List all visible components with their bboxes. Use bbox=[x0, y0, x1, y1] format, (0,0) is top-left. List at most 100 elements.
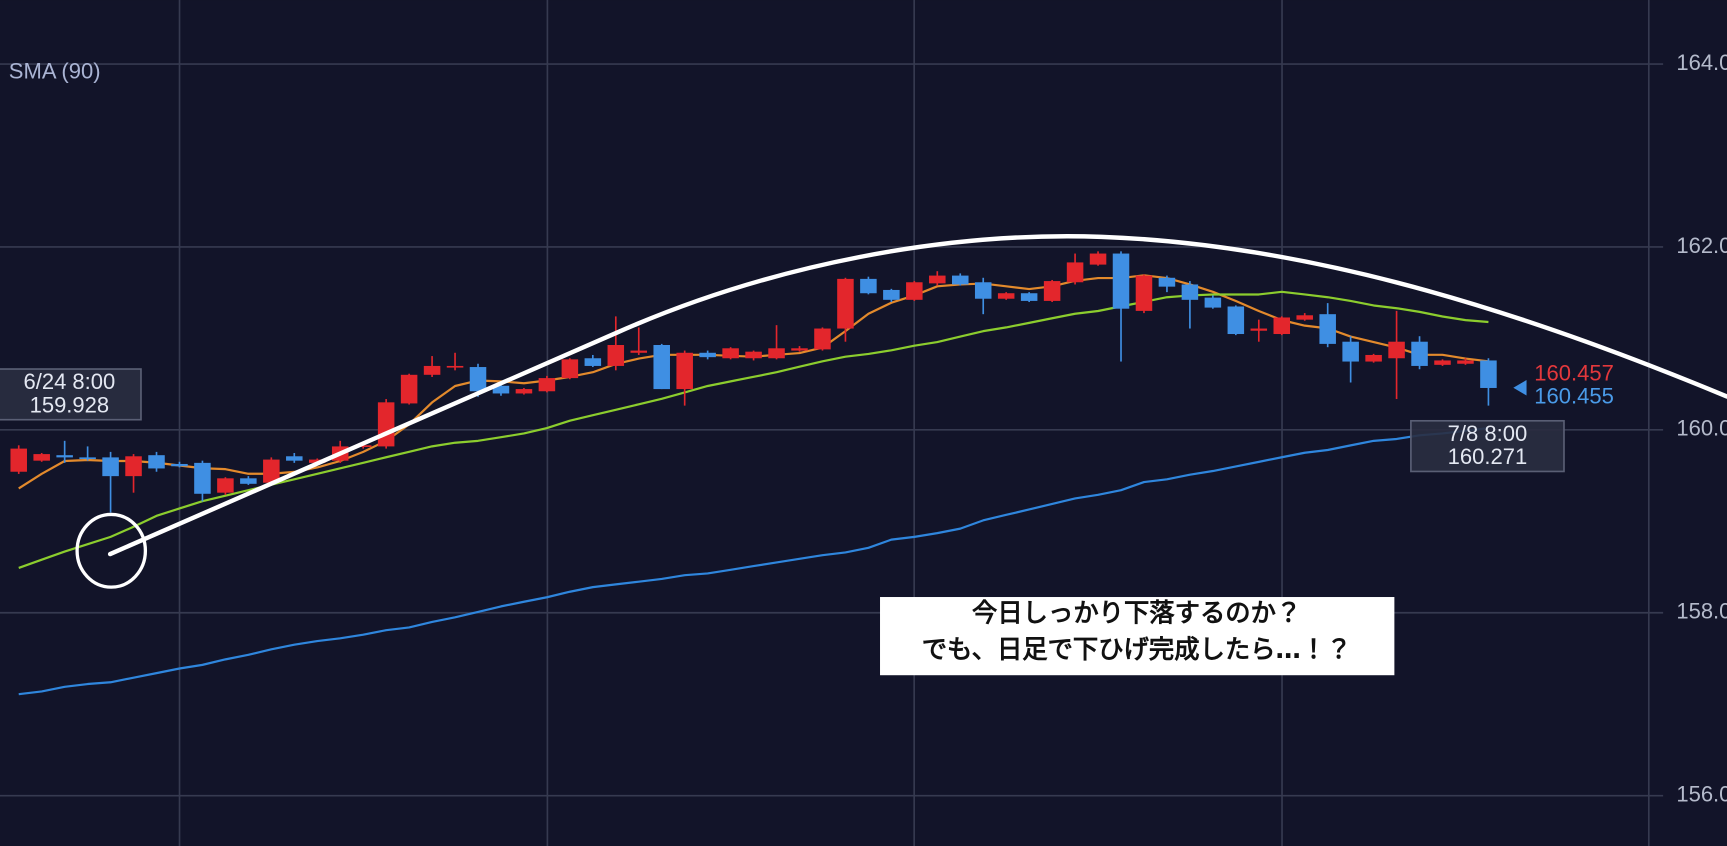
candle bbox=[997, 292, 1015, 300]
candle bbox=[286, 452, 303, 463]
candle bbox=[56, 440, 73, 463]
candle bbox=[768, 325, 785, 360]
candle-body bbox=[492, 385, 510, 394]
candle bbox=[929, 271, 946, 286]
candle bbox=[515, 387, 533, 395]
candle-body bbox=[240, 478, 257, 484]
candle-body bbox=[1480, 360, 1497, 388]
y-tick-label: 160.0 bbox=[1676, 416, 1727, 441]
candle-body bbox=[1112, 253, 1130, 309]
candle bbox=[745, 350, 762, 361]
candle-body bbox=[125, 456, 142, 477]
candle-body bbox=[997, 293, 1015, 299]
candle-body bbox=[1043, 281, 1061, 301]
candle-body bbox=[102, 457, 119, 477]
candle-body bbox=[1388, 341, 1405, 359]
candle bbox=[1066, 253, 1084, 285]
candle bbox=[1181, 281, 1199, 329]
candle-body bbox=[929, 275, 946, 284]
candle bbox=[1480, 358, 1497, 406]
candle bbox=[1043, 279, 1061, 303]
y-tick-label: 158.0 bbox=[1676, 599, 1727, 624]
candle-body bbox=[217, 478, 234, 493]
candle bbox=[837, 277, 854, 342]
candle-body bbox=[377, 402, 395, 447]
candle-body bbox=[1020, 293, 1038, 301]
candle-body bbox=[171, 463, 188, 467]
candle-body bbox=[1273, 317, 1291, 335]
candle-body bbox=[1066, 262, 1084, 283]
candle-body bbox=[1296, 315, 1313, 320]
candle bbox=[607, 316, 625, 371]
candle bbox=[1273, 316, 1291, 336]
candle-body bbox=[1457, 360, 1474, 364]
candle bbox=[263, 457, 280, 484]
candle bbox=[1319, 303, 1336, 348]
candle-body bbox=[699, 352, 716, 358]
candle bbox=[194, 460, 211, 502]
candle bbox=[883, 288, 900, 303]
candle-body bbox=[286, 456, 303, 461]
candle bbox=[1020, 292, 1038, 303]
candle bbox=[171, 461, 188, 468]
candle bbox=[33, 452, 50, 462]
candle-body bbox=[814, 328, 831, 350]
candle bbox=[584, 354, 602, 368]
callout-box bbox=[880, 597, 1395, 676]
candle bbox=[102, 451, 119, 513]
candle bbox=[630, 327, 648, 355]
candle bbox=[492, 384, 510, 396]
candle bbox=[1135, 274, 1153, 314]
candle-body bbox=[56, 455, 73, 458]
candle-body bbox=[1181, 284, 1199, 300]
candle-body bbox=[745, 351, 762, 359]
crosshair-value: 159.928 bbox=[30, 392, 110, 417]
candle bbox=[676, 350, 693, 406]
candle-body bbox=[1342, 341, 1359, 362]
drawing-layer bbox=[75, 234, 1727, 589]
candle-body bbox=[906, 282, 923, 300]
candle-body bbox=[1158, 277, 1176, 287]
candle-body bbox=[515, 389, 533, 394]
candle-body bbox=[1319, 314, 1336, 344]
candle bbox=[446, 352, 464, 371]
candle bbox=[1434, 359, 1451, 366]
callout-line: 今日しっかり下落するのか？ bbox=[972, 598, 1301, 628]
legend-label: SMA (90) bbox=[9, 59, 101, 84]
candle-body bbox=[354, 445, 372, 447]
candle-body bbox=[951, 275, 969, 285]
y-tick-label: 156.0 bbox=[1676, 781, 1727, 806]
candle bbox=[1342, 336, 1359, 383]
candle-body bbox=[722, 348, 739, 359]
candle-body bbox=[1411, 341, 1428, 366]
candle-body bbox=[469, 367, 487, 392]
y-tick-label: 164.0 bbox=[1676, 50, 1727, 75]
candle-body bbox=[1227, 306, 1245, 335]
y-tick-label: 162.0 bbox=[1676, 233, 1727, 258]
crosshair-box bbox=[0, 368, 142, 421]
candle-body bbox=[607, 344, 625, 366]
candle bbox=[1411, 336, 1428, 370]
price-label: 160.457 bbox=[1534, 360, 1614, 385]
moving-average-line bbox=[18, 426, 1489, 696]
candle bbox=[1296, 313, 1313, 321]
candle bbox=[377, 399, 395, 449]
candle bbox=[1089, 251, 1107, 266]
candle-body bbox=[630, 350, 648, 353]
candle-body bbox=[883, 289, 900, 300]
candle-body bbox=[423, 365, 441, 375]
crosshair-time: 7/8 8:00 bbox=[1448, 421, 1528, 446]
candle-body bbox=[79, 457, 96, 460]
crosshair-time: 6/24 8:00 bbox=[23, 369, 115, 394]
crosshair-box bbox=[1410, 419, 1565, 473]
candle bbox=[974, 277, 992, 315]
candle-body bbox=[768, 348, 785, 359]
price-marker bbox=[1513, 380, 1527, 396]
candle bbox=[240, 476, 257, 485]
candle-body bbox=[400, 374, 418, 404]
callout: 今日しっかり下落するのか？ でも、日足で下ひげ完成したら…！？ bbox=[880, 597, 1395, 676]
candle-body bbox=[446, 365, 464, 368]
candle-layer bbox=[10, 251, 1497, 513]
candle bbox=[10, 445, 27, 474]
